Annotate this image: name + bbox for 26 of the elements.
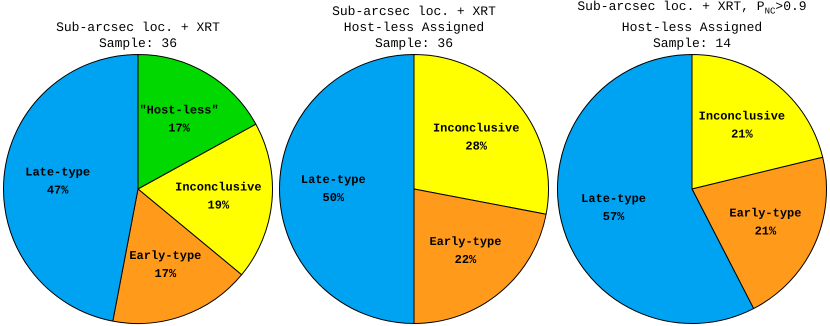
data-label: 17% (168, 122, 191, 136)
slice-label: "Host-less" (139, 104, 219, 118)
slice-label: Early-type (129, 248, 202, 263)
slice-label: Inconclusive (698, 110, 786, 124)
chart-subtitle: Sample: 36 (98, 36, 177, 52)
chart-subtitle: Host-less Assigned Sample: 36 (344, 20, 484, 52)
data-label: 21% (754, 224, 778, 239)
data-label: 47% (46, 183, 70, 198)
slice-label: Inconclusive (175, 180, 262, 195)
data-label: 22% (454, 253, 478, 268)
data-label: 28% (465, 140, 488, 154)
slice-label: Early-type (429, 235, 502, 250)
chart-subtitle: Host-less Assigned Sample: 14 (622, 20, 762, 52)
slice-label: Late-type (25, 165, 90, 180)
data-label: 50% (322, 191, 345, 206)
data-label: 57% (602, 210, 626, 224)
data-label: 21% (731, 128, 754, 142)
chart-title: Sub-arcsec loc. + XRT (56, 20, 220, 36)
chart-title: Sub-arcsec loc. + XRT (332, 4, 496, 20)
slice-label: Late-type (300, 173, 366, 188)
data-label: 19% (208, 198, 230, 213)
slice-label: Late-type (581, 192, 646, 206)
chart-title: Sub-arcsec loc. + XRT, P$_{NC}$>0.9 (577, 0, 807, 19)
slice-label: Early-type (729, 206, 802, 221)
slice-label: Inconclusive (432, 122, 520, 136)
data-label: 17% (154, 266, 177, 281)
